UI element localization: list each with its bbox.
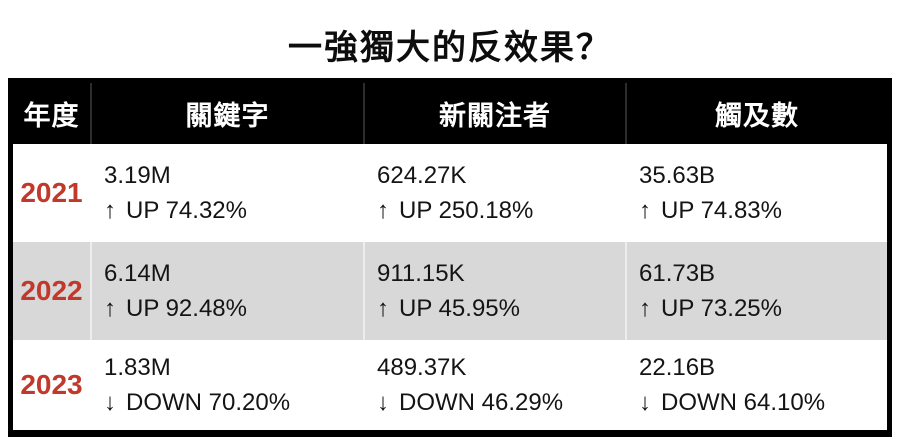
metric-cell-reach: 35.63B ↑ UP 74.83%	[625, 144, 887, 242]
metric-value: 911.15K	[377, 260, 465, 287]
metric-change: ↑ UP 45.95%	[377, 291, 625, 326]
year-cell: 2022	[20, 275, 83, 306]
column-header-reach: 觸及數	[625, 83, 887, 144]
table-row-2021: 2021 3.19M ↑ UP 74.32% 624.27K ↑ UP 250.18…	[13, 144, 887, 242]
metric-value: 6.14M	[104, 260, 171, 287]
year-cell: 2021	[20, 177, 83, 208]
metric-cell-keywords: 6.14M ↑ UP 92.48%	[90, 242, 363, 340]
change-label: UP 74.83%	[661, 197, 782, 224]
down-arrow-icon: ↓	[639, 389, 651, 416]
metric-change: ↑ UP 92.48%	[104, 291, 363, 326]
metric-value: 61.73B	[639, 260, 716, 287]
down-arrow-icon: ↓	[104, 389, 116, 416]
up-arrow-icon: ↑	[639, 197, 651, 224]
metric-change: ↑ UP 74.83%	[639, 193, 887, 228]
metric-value: 624.27K	[377, 162, 467, 189]
metric-cell-followers: 911.15K ↑ UP 45.95%	[363, 242, 625, 340]
change-label: DOWN 46.29%	[399, 389, 564, 416]
column-header-followers: 新關注者	[363, 83, 625, 144]
metric-value: 35.63B	[639, 162, 716, 189]
up-arrow-icon: ↑	[639, 295, 651, 322]
change-label: UP 73.25%	[661, 295, 782, 322]
metric-cell-followers: 489.37K ↓ DOWN 46.29%	[363, 340, 625, 430]
data-table: 年度 關鍵字 新關注者 觸及數 2021 3.19M ↑ UP 74.32% 62…	[8, 78, 892, 437]
metric-change: ↑ UP 250.18%	[377, 193, 625, 228]
change-label: DOWN 64.10%	[661, 389, 826, 416]
metric-change: ↑ UP 73.25%	[639, 291, 887, 326]
column-header-year: 年度	[23, 101, 80, 131]
up-arrow-icon: ↑	[377, 295, 389, 322]
year-cell: 2023	[20, 369, 83, 400]
change-label: DOWN 70.20%	[126, 389, 291, 416]
metric-cell-keywords: 1.83M ↓ DOWN 70.20%	[90, 340, 363, 430]
metric-change: ↑ UP 74.32%	[104, 193, 363, 228]
down-arrow-icon: ↓	[377, 389, 389, 416]
change-label: UP 74.32%	[126, 197, 247, 224]
metric-change: ↓ DOWN 64.10%	[639, 385, 887, 420]
change-label: UP 250.18%	[399, 197, 534, 224]
metric-cell-keywords: 3.19M ↑ UP 74.32%	[90, 144, 363, 242]
metric-value: 489.37K	[377, 354, 467, 381]
change-label: UP 45.95%	[399, 295, 520, 322]
table-row-2023: 2023 1.83M ↓ DOWN 70.20% 489.37K ↓ DOWN 46…	[13, 340, 887, 430]
table-header-row: 年度 關鍵字 新關注者 觸及數	[13, 83, 887, 144]
up-arrow-icon: ↑	[377, 197, 389, 224]
change-label: UP 92.48%	[126, 295, 247, 322]
metric-cell-reach: 22.16B ↓ DOWN 64.10%	[625, 340, 887, 430]
metric-change: ↓ DOWN 46.29%	[377, 385, 625, 420]
metric-value: 1.83M	[104, 354, 171, 381]
page-title: 一強獨大的反效果？	[288, 29, 612, 67]
metric-value: 3.19M	[104, 162, 171, 189]
up-arrow-icon: ↑	[104, 295, 116, 322]
metric-cell-followers: 624.27K ↑ UP 250.18%	[363, 144, 625, 242]
metric-cell-reach: 61.73B ↑ UP 73.25%	[625, 242, 887, 340]
metric-change: ↓ DOWN 70.20%	[104, 385, 363, 420]
table-row-2022: 2022 6.14M ↑ UP 92.48% 911.15K ↑ UP 45.95%…	[13, 242, 887, 340]
up-arrow-icon: ↑	[104, 197, 116, 224]
metric-value: 22.16B	[639, 354, 716, 381]
column-header-keywords: 關鍵字	[90, 83, 363, 144]
